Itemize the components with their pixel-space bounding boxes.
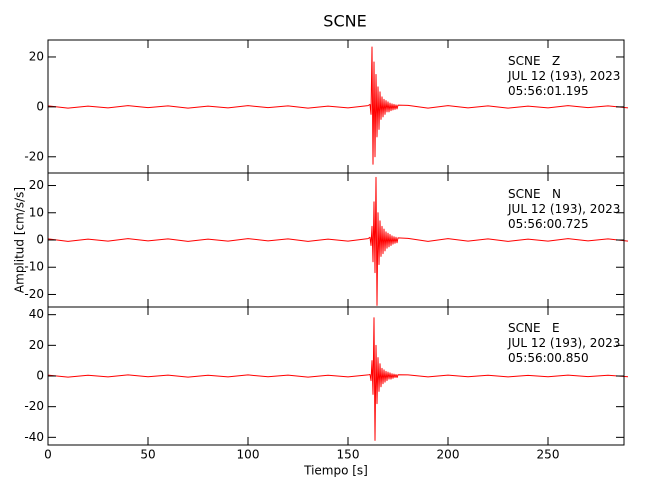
- annotation: JUL 12 (193), 2023: [507, 69, 620, 83]
- x-tick-label: 200: [437, 448, 460, 462]
- y-axis-label: Amplitud [cm/s/s]: [13, 187, 27, 293]
- y-tick-label: 40: [29, 307, 44, 321]
- x-tick-label: 150: [337, 448, 360, 462]
- y-tick-label: -20: [24, 399, 44, 413]
- trace: [47, 317, 629, 441]
- y-tick-label: 10: [29, 205, 44, 219]
- y-tick-label: 20: [29, 178, 44, 192]
- y-tick-label: -20: [24, 149, 44, 163]
- y-tick-label: -40: [24, 430, 44, 444]
- annotation: SCNE N: [508, 187, 561, 201]
- trace: [47, 46, 629, 165]
- annotation: 05:56:00.850: [508, 351, 589, 365]
- y-tick-label: 20: [29, 49, 44, 63]
- y-tick-label: 0: [36, 99, 44, 113]
- annotation: JUL 12 (193), 2023: [507, 336, 620, 350]
- y-tick-label: -10: [24, 260, 44, 274]
- x-tick-label: 100: [237, 448, 260, 462]
- x-tick-label: 50: [140, 448, 155, 462]
- y-tick-label: -20: [24, 287, 44, 301]
- x-axis-label: Tiempo [s]: [303, 464, 368, 478]
- y-tick-label: 0: [36, 233, 44, 247]
- chart-title: SCNE: [323, 12, 366, 31]
- annotation: 05:56:00.725: [508, 217, 589, 231]
- x-tick-label: 0: [44, 448, 52, 462]
- y-tick-label: 20: [29, 338, 44, 352]
- y-tick-label: 0: [36, 369, 44, 383]
- annotation: SCNE Z: [508, 54, 560, 68]
- x-tick-label: 250: [537, 448, 560, 462]
- annotation: 05:56:01.195: [508, 84, 589, 98]
- annotation: JUL 12 (193), 2023: [507, 202, 620, 216]
- trace: [47, 176, 629, 306]
- annotation: SCNE E: [508, 321, 560, 335]
